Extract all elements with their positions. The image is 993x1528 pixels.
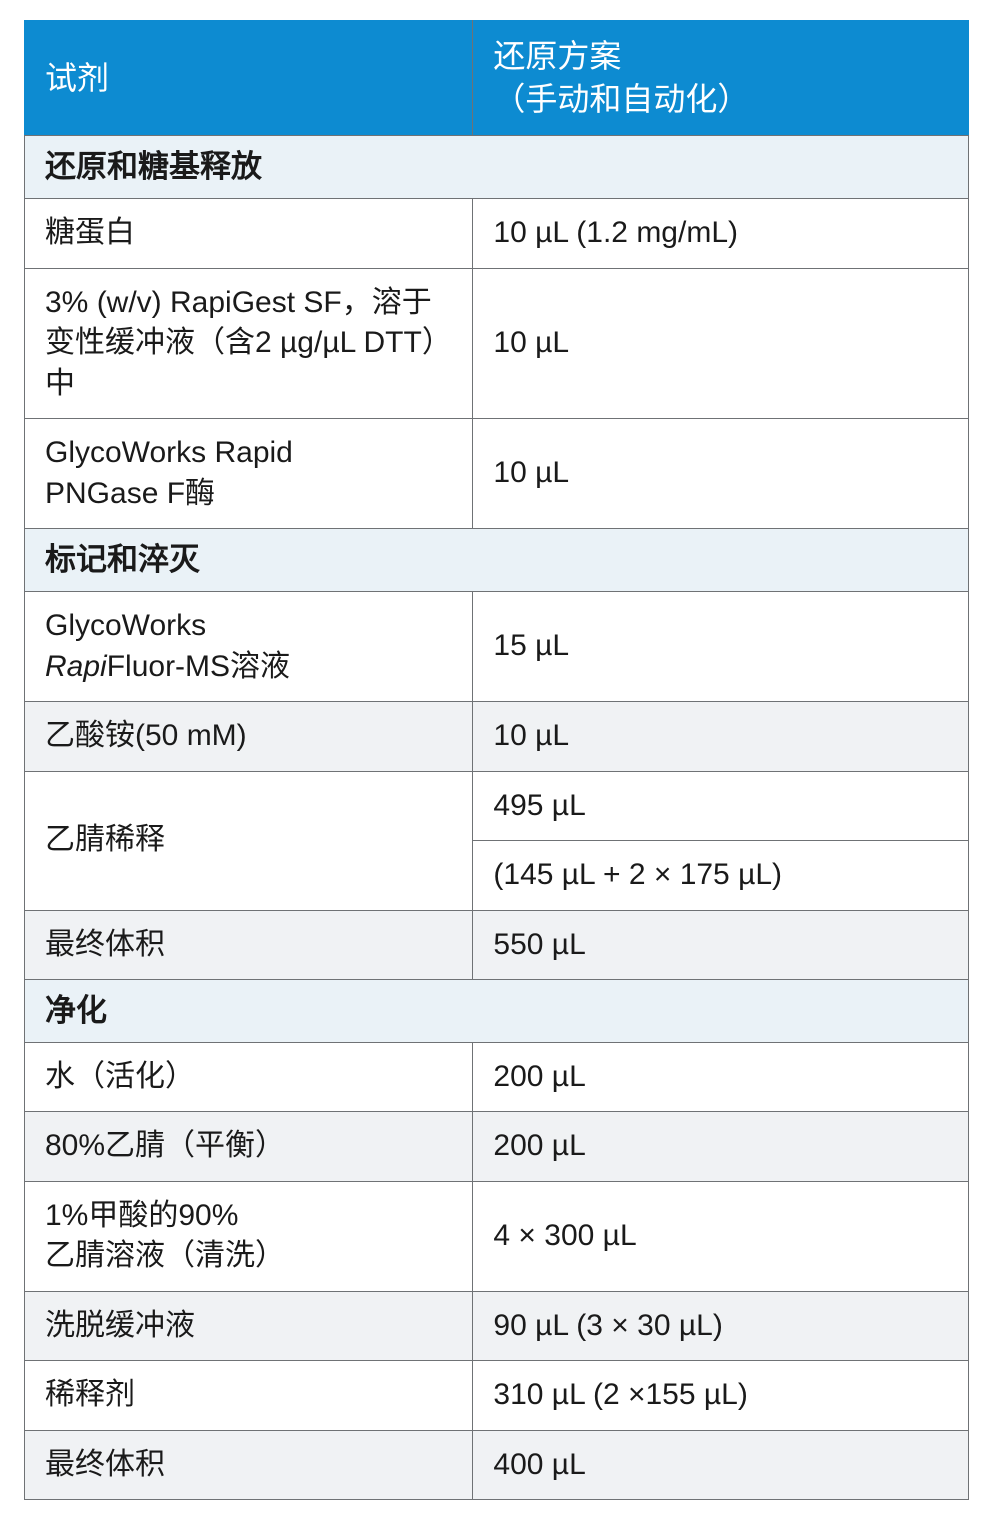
section-title: 标记和淬灭 <box>25 529 969 592</box>
reagent-cell: 乙酸铵(50 mM) <box>25 702 473 772</box>
table-row: 3% (w/v) RapiGest SF，溶于 变性缓冲液（含2 µg/µL D… <box>25 268 969 419</box>
reagent-cell: 稀释剂 <box>25 1361 473 1431</box>
table-row: 最终体积 400 µL <box>25 1430 969 1500</box>
reagent-line: GlycoWorks Rapid <box>45 433 454 474</box>
reagent-cell: 最终体积 <box>25 1430 473 1500</box>
value-cell: 400 µL <box>473 1430 969 1500</box>
value-cell: 10 µL <box>473 268 969 419</box>
value-cell: 200 µL <box>473 1112 969 1182</box>
value-cell: 310 µL (2 ×155 µL) <box>473 1361 969 1431</box>
value-cell: 200 µL <box>473 1042 969 1112</box>
reagent-table: 试剂 还原方案 （手动和自动化） 还原和糖基释放 糖蛋白 10 µL (1.2 … <box>24 20 969 1500</box>
value-cell: 10 µL <box>473 702 969 772</box>
section-reduction-release: 还原和糖基释放 <box>25 136 969 199</box>
value-cell: 90 µL (3 × 30 µL) <box>473 1291 969 1361</box>
table-row: 水（活化） 200 µL <box>25 1042 969 1112</box>
table-row: GlycoWorks Rapid PNGase F酶 10 µL <box>25 419 969 529</box>
reagent-line: 1%甲酸的90% <box>45 1196 454 1237</box>
section-label-quench: 标记和淬灭 <box>25 529 969 592</box>
value-cell: (145 µL + 2 × 175 µL) <box>473 841 969 911</box>
table-row: GlycoWorks RapiFluor-MS溶液 15 µL <box>25 592 969 702</box>
column-header-scheme: 还原方案 （手动和自动化） <box>473 21 969 136</box>
reagent-cell: 乙腈稀释 <box>25 771 473 910</box>
reagent-cell: 洗脱缓冲液 <box>25 1291 473 1361</box>
header-scheme-line2: （手动和自动化） <box>493 78 950 121</box>
rapi-italic-text: Rapi <box>45 650 107 683</box>
reagent-cell: 最终体积 <box>25 910 473 980</box>
reagent-cell: GlycoWorks Rapid PNGase F酶 <box>25 419 473 529</box>
reagent-line: 乙腈溶液（清洗） <box>45 1236 454 1277</box>
reagent-line: 3% (w/v) RapiGest SF，溶于 <box>45 283 454 324</box>
section-cleanup: 净化 <box>25 980 969 1043</box>
column-header-reagent: 试剂 <box>25 21 473 136</box>
reagent-cell: GlycoWorks RapiFluor-MS溶液 <box>25 592 473 702</box>
table-row: 80%乙腈（平衡） 200 µL <box>25 1112 969 1182</box>
reagent-cell: 糖蛋白 <box>25 199 473 269</box>
header-reagent-text: 试剂 <box>45 60 109 96</box>
reagent-cell: 3% (w/v) RapiGest SF，溶于 变性缓冲液（含2 µg/µL D… <box>25 268 473 419</box>
reagent-line: 变性缓冲液（含2 µg/µL DTT）中 <box>45 323 454 404</box>
header-scheme-line1: 还原方案 <box>493 35 950 78</box>
reagent-cell: 1%甲酸的90% 乙腈溶液（清洗） <box>25 1181 473 1291</box>
reagent-line: PNGase F酶 <box>45 474 454 515</box>
table-header-row: 试剂 还原方案 （手动和自动化） <box>25 21 969 136</box>
value-cell: 10 µL (1.2 mg/mL) <box>473 199 969 269</box>
value-cell: 15 µL <box>473 592 969 702</box>
reagent-line-rest: Fluor-MS溶液 <box>107 650 290 683</box>
table-row: 最终体积 550 µL <box>25 910 969 980</box>
table-row: 乙腈稀释 495 µL <box>25 771 969 841</box>
reagent-line: GlycoWorks <box>45 606 454 647</box>
page-container: 试剂 还原方案 （手动和自动化） 还原和糖基释放 糖蛋白 10 µL (1.2 … <box>0 0 993 1528</box>
section-title: 还原和糖基释放 <box>25 136 969 199</box>
value-cell: 550 µL <box>473 910 969 980</box>
value-cell: 495 µL <box>473 771 969 841</box>
table-row: 稀释剂 310 µL (2 ×155 µL) <box>25 1361 969 1431</box>
value-cell: 4 × 300 µL <box>473 1181 969 1291</box>
reagent-line: RapiFluor-MS溶液 <box>45 647 454 688</box>
reagent-cell: 80%乙腈（平衡） <box>25 1112 473 1182</box>
section-title: 净化 <box>25 980 969 1043</box>
table-row: 乙酸铵(50 mM) 10 µL <box>25 702 969 772</box>
value-cell: 10 µL <box>473 419 969 529</box>
table-row: 糖蛋白 10 µL (1.2 mg/mL) <box>25 199 969 269</box>
reagent-cell: 水（活化） <box>25 1042 473 1112</box>
table-row: 1%甲酸的90% 乙腈溶液（清洗） 4 × 300 µL <box>25 1181 969 1291</box>
table-row: 洗脱缓冲液 90 µL (3 × 30 µL) <box>25 1291 969 1361</box>
